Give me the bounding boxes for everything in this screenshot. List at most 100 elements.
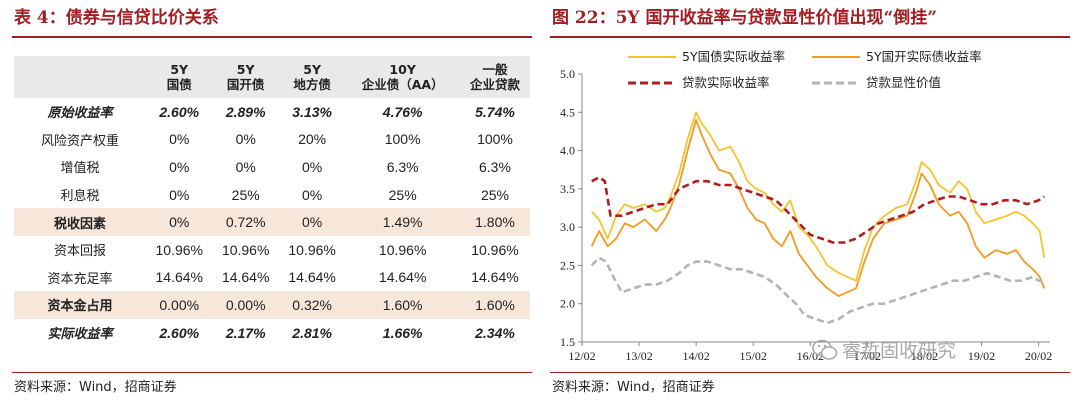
x-tick-label: 12/02 — [568, 349, 595, 363]
table-cell: 1.80% — [459, 208, 530, 236]
table-cell: 0% — [302, 186, 323, 203]
chart-title: 图 22：5Y 国开收益率与贷款显性价值出现“倒挂” — [552, 8, 938, 28]
header-cell-empty — [14, 56, 146, 98]
series-line-loan-yield — [591, 176, 1046, 244]
header-cell-corporate-loan: 一般 企业贷款 — [459, 56, 530, 98]
y-tick-label: 2.5 — [560, 258, 575, 272]
x-tick-label: 13/02 — [625, 349, 652, 363]
table-cell: 0% — [146, 208, 213, 236]
table-row: 增值税 0% 0% 0% 6.3% 6.3% — [14, 153, 530, 181]
table-source-note: 资料来源：Wind，招商证券 — [14, 380, 177, 395]
table-cell: 1.49% — [345, 208, 460, 236]
table-bottom-rule — [12, 372, 532, 373]
table-row: 税收因素 0% 0.72% 0% 1.49% 1.80% — [14, 208, 530, 236]
table-cell: 0.00% — [212, 291, 279, 319]
watermark-text: 睿哲固收研究 — [842, 340, 957, 362]
y-tick-label: 4.5 — [560, 105, 575, 119]
yield-chart: 1.5 2.0 2.5 3.0 3.5 4.0 4.5 5.0 12/02 13/02 14/02 1… — [550, 40, 1080, 372]
row-label: 资本充足率 — [47, 271, 113, 287]
table-cell: 2.34% — [475, 324, 515, 341]
legend-loan-value-label: 贷款显性价值 — [866, 75, 941, 90]
table-cell: 14.64% — [288, 269, 336, 286]
row-label: 原始收益率 — [47, 106, 113, 122]
table-row: 原始收益率 2.60% 2.89% 3.13% 4.76% 5.74% — [14, 98, 530, 126]
x-tick-label: 16/02 — [797, 349, 824, 363]
table-cell: 0% — [302, 158, 323, 175]
title-divider — [12, 36, 532, 38]
table-cell: 5.74% — [475, 103, 515, 120]
series-line-5y-cdb — [590, 119, 1046, 298]
table-cell: 10.96% — [221, 241, 270, 258]
table-cell: 14.64% — [155, 269, 203, 286]
table-cell: 1.60% — [459, 291, 530, 319]
table-cell: 6.3% — [386, 158, 419, 175]
series-line-5y-treasury — [591, 111, 1046, 282]
row-label: 增值税 — [60, 161, 100, 177]
chart-bottom-rule — [550, 372, 1070, 373]
y-tick-label: 2.0 — [560, 297, 575, 311]
table-cell: 2.89% — [225, 103, 266, 120]
wechat-icon — [812, 339, 838, 360]
table-cell: 0% — [169, 186, 190, 203]
x-tick-label: 20/02 — [1025, 349, 1052, 363]
table-cell: 2.60% — [159, 103, 200, 120]
header-cell-5y-cdb: 5Y 国开债 — [212, 56, 279, 98]
y-tick-label: 3.0 — [560, 220, 575, 234]
table-cell: 14.64% — [471, 269, 519, 286]
table-cell: 25% — [231, 186, 260, 203]
table-cell: 2.60% — [159, 324, 200, 341]
table-cell: 10.96% — [471, 241, 519, 258]
row-label: 实际收益率 — [47, 327, 113, 343]
x-tick-label: 15/02 — [740, 349, 767, 363]
table-cell: 0% — [235, 131, 256, 148]
header-cell-5y-treasury: 5Y 国债 — [146, 56, 213, 98]
table-cell: 4.76% — [382, 103, 423, 120]
table-title: 表 4：债券与信贷比价关系 — [14, 8, 219, 28]
table-cell: 10.96% — [288, 241, 336, 258]
header-cell-5y-local: 5Y 地方债 — [278, 56, 346, 98]
table-row: 资本金占用 0.00% 0.00% 0.32% 1.60% 1.60% — [14, 291, 530, 319]
legend-loan-yield-label: 贷款实际收益率 — [682, 75, 770, 90]
chart-title-divider — [550, 36, 1070, 38]
table-cell: 0% — [235, 158, 256, 175]
table-cell: 25% — [480, 186, 509, 203]
table-cell: 0.32% — [278, 291, 346, 319]
legend-5y-treasury-label: 5Y国债实际收益率 — [682, 49, 785, 64]
y-tick-label: 4.0 — [560, 144, 575, 158]
row-label: 税收因素 — [14, 208, 146, 236]
table-cell: 2.81% — [292, 324, 332, 341]
bond-credit-comparison-table: 5Y 国债 5Y 国开债 5Y 地方债 10Y 企业债（AA） 一般 企业贷款 原始收益率… — [14, 56, 530, 346]
table-cell: 20% — [298, 131, 327, 148]
chart-source-note: 资料来源：Wind，招商证券 — [552, 380, 715, 395]
row-label: 利息税 — [60, 189, 100, 205]
y-tick-label: 3.5 — [560, 182, 575, 196]
table-cell: 14.64% — [378, 269, 427, 286]
table-cell: 25% — [388, 186, 417, 203]
row-label: 资本金占用 — [14, 291, 146, 319]
table-cell: 0.00% — [146, 291, 213, 319]
table-cell: 2.17% — [225, 324, 266, 341]
series-line-loan-value — [590, 256, 1045, 325]
yield-chart-svg: 1.5 2.0 2.5 3.0 3.5 4.0 4.5 5.0 12/02 13/02 14/02 1… — [560, 49, 1052, 363]
table-cell: 1.60% — [345, 291, 460, 319]
y-tick-label: 1.5 — [560, 335, 575, 349]
table-cell: 100% — [477, 131, 513, 148]
table-cell: 6.3% — [479, 158, 511, 175]
legend-5y-cdb-label: 5Y国开实际债收益率 — [866, 49, 982, 64]
table-row: 资本回报 10.96% 10.96% 10.96% 10.96% 10.96% — [14, 236, 530, 264]
table-cell: 0% — [169, 158, 190, 175]
row-label: 资本回报 — [53, 244, 106, 260]
row-label: 风险资产权重 — [40, 133, 119, 149]
x-tick-label: 19/02 — [968, 349, 995, 363]
table-cell: 10.96% — [378, 241, 427, 258]
table-cell: 0% — [278, 208, 346, 236]
table-row: 实际收益率 2.60% 2.17% 2.81% 1.66% 2.34% — [14, 319, 530, 347]
table-row: 资本充足率 14.64% 14.64% 14.64% 14.64% 14.64% — [14, 264, 530, 292]
y-tick-label: 5.0 — [560, 67, 575, 81]
table-row: 风险资产权重 0% 0% 20% 100% 100% — [14, 126, 530, 154]
table-cell: 10.96% — [155, 241, 203, 258]
x-tick-label: 17/02 — [854, 349, 881, 363]
x-tick-label: 18/02 — [911, 349, 938, 363]
table-cell: 0% — [169, 131, 190, 148]
table-cell: 14.64% — [221, 269, 270, 286]
